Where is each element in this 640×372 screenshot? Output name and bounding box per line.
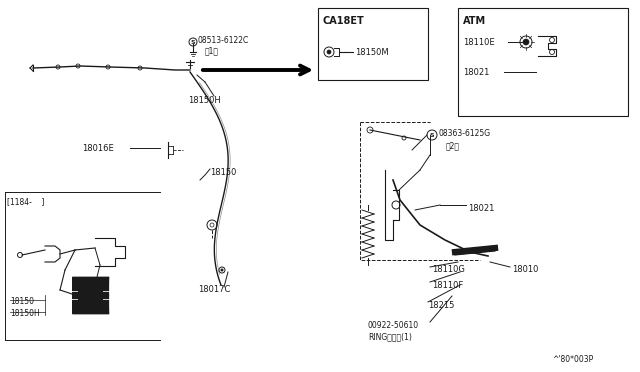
Text: （2）: （2） [446, 141, 460, 151]
Text: S: S [191, 39, 195, 45]
Text: 18150H: 18150H [10, 310, 40, 318]
Circle shape [221, 269, 223, 271]
Text: 18150: 18150 [210, 167, 236, 176]
Text: 18110E: 18110E [463, 38, 495, 46]
Text: CA18ET: CA18ET [323, 16, 365, 26]
Bar [318, 8, 428, 80]
Text: 18150: 18150 [10, 298, 34, 307]
Text: 18150M: 18150M [355, 48, 388, 57]
Text: 08363-6125G: 08363-6125G [439, 128, 491, 138]
Text: 18110F: 18110F [432, 280, 463, 289]
Text: 18215: 18215 [428, 301, 454, 310]
Text: 00922-50610: 00922-50610 [368, 321, 419, 330]
Text: 18110G: 18110G [432, 266, 465, 275]
Text: 18017C: 18017C [198, 285, 230, 295]
Text: S: S [429, 132, 435, 138]
Text: 18010: 18010 [512, 266, 538, 275]
Text: 18016E: 18016E [82, 144, 114, 153]
Text: （1）: （1） [205, 46, 219, 55]
Text: 18021: 18021 [463, 67, 490, 77]
Text: 18021: 18021 [468, 203, 494, 212]
Text: 18150H: 18150H [188, 96, 221, 105]
Text: RINGリング(1): RINGリング(1) [368, 333, 412, 341]
Bar [458, 8, 628, 116]
Text: [1184-    ]: [1184- ] [7, 198, 44, 206]
Circle shape [327, 50, 331, 54]
Text: ^'80*003P: ^'80*003P [552, 356, 593, 365]
Text: 08513-6122C: 08513-6122C [198, 35, 249, 45]
Text: ATM: ATM [463, 16, 486, 26]
Circle shape [523, 39, 529, 45]
